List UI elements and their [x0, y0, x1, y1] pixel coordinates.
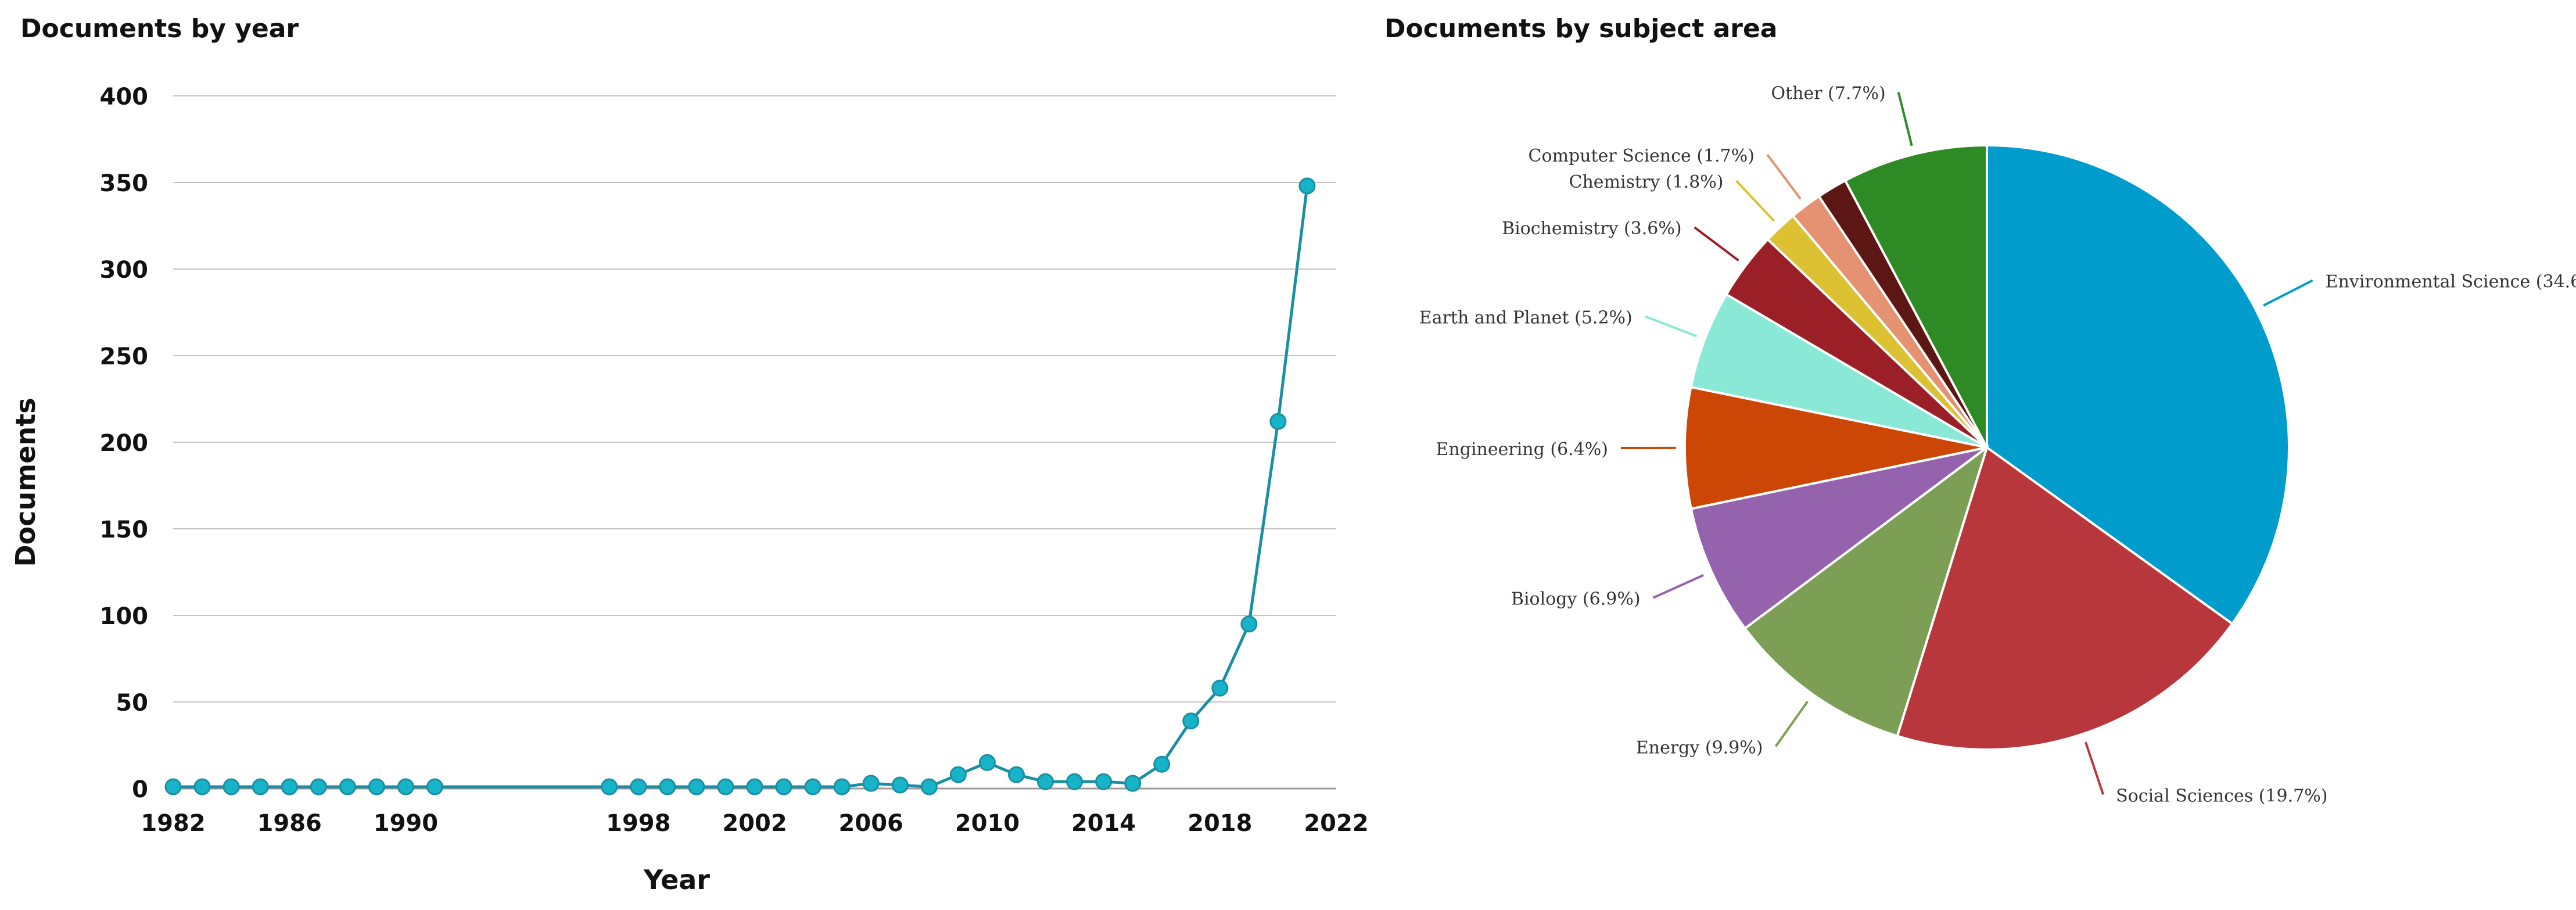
series-points	[164, 177, 1316, 796]
pie-labels: Environmental Science (34.6%) Social Scie…	[1419, 84, 2576, 807]
data-point	[1211, 679, 1229, 697]
data-point	[717, 778, 734, 796]
pie-leader-lines	[1620, 92, 2313, 795]
x-tick-label: 1986	[257, 810, 322, 837]
pie-slice-label: Earth and Planet (5.2%)	[1419, 307, 1633, 328]
data-point	[281, 778, 298, 796]
data-point	[1240, 615, 1258, 633]
y-tick-label: 250	[100, 343, 149, 370]
x-tick-label: 1998	[606, 810, 670, 837]
data-point	[659, 778, 676, 796]
data-point	[804, 778, 821, 796]
data-point	[891, 776, 909, 794]
data-point	[1124, 775, 1142, 792]
series-line	[173, 185, 1309, 789]
data-point	[223, 778, 240, 796]
data-point	[1066, 773, 1084, 790]
x-tick-labels: 1982 1986 1990 1998 2002 2006 2010 2014 2018 2022	[141, 810, 1368, 837]
x-tick-label: 1982	[141, 810, 205, 837]
data-point	[1095, 773, 1113, 790]
leader-line	[1897, 92, 1913, 146]
pie-slice	[1689, 446, 1988, 630]
data-point	[746, 778, 763, 796]
data-point	[949, 766, 967, 783]
pie-chart-title: Documents by subject area	[1384, 14, 1778, 44]
data-point	[833, 778, 851, 796]
leader-line	[1694, 226, 1739, 261]
data-point	[1037, 773, 1054, 790]
data-point	[397, 778, 414, 796]
line-chart-title: Documents by year	[20, 14, 299, 44]
pie-slice	[1689, 292, 1988, 449]
documents-by-subject-area-chart: Documents by subject area Environmental …	[1384, 14, 2576, 806]
leader-line	[2263, 279, 2313, 307]
x-tick-label: 1990	[374, 810, 438, 837]
y-gridlines	[173, 95, 1336, 790]
x-tick-label: 2014	[1071, 810, 1136, 837]
data-point	[310, 778, 327, 796]
data-point	[339, 778, 356, 796]
y-tick-label: 50	[116, 690, 148, 716]
x-tick-label: 2018	[1187, 810, 1252, 837]
pie-slice	[1683, 385, 1987, 510]
x-tick-label: 2002	[722, 810, 787, 837]
documents-by-year-chart: Documents by year 0 50 100 150 200 250 300 350 4…	[10, 14, 1369, 895]
data-point	[1269, 413, 1287, 430]
x-tick-label: 2006	[839, 810, 903, 837]
data-point	[1298, 177, 1316, 195]
data-point	[426, 778, 443, 796]
data-point	[920, 778, 938, 796]
data-point	[252, 778, 269, 796]
data-point	[1182, 712, 1200, 730]
leader-line	[1766, 153, 1802, 200]
leader-line	[1652, 574, 1705, 599]
pie-slice-label: Biochemistry (3.6%)	[1502, 218, 1682, 239]
data-point	[1007, 766, 1025, 783]
y-tick-label: 350	[100, 170, 149, 197]
pie-slice-label: Engineering (6.4%)	[1436, 439, 1608, 460]
data-point	[368, 778, 385, 796]
pie-slice-label: Social Sciences (19.7%)	[2116, 786, 2327, 806]
y-tick-label: 100	[100, 603, 149, 630]
data-point	[1153, 755, 1171, 773]
pie-slice	[1896, 445, 2234, 751]
pie-slice-label: Environmental Science (34.6%)	[2326, 271, 2576, 292]
pie-slice-label: Energy (9.9%)	[1636, 738, 1763, 758]
data-point	[630, 778, 647, 796]
y-axis-title: Documents	[10, 397, 41, 567]
x-tick-label: 2010	[955, 810, 1020, 837]
y-tick-label: 400	[100, 84, 149, 110]
leader-line	[1735, 180, 1775, 222]
pie-slices	[1683, 144, 2290, 751]
pie-slice-label: Other (7.7%)	[1771, 84, 1886, 104]
data-point	[193, 778, 211, 796]
data-point	[775, 778, 792, 796]
leader-line	[1774, 700, 1809, 747]
leader-line	[1645, 315, 1698, 338]
pie-slice-label: Computer Science (1.7%)	[1529, 146, 1755, 166]
data-point	[164, 778, 182, 796]
y-tick-label: 150	[100, 517, 149, 543]
pie-slice	[1743, 444, 1989, 738]
y-tick-label: 300	[100, 257, 149, 284]
y-tick-labels: 0 50 100 150 200 250 300 350 400	[100, 84, 149, 803]
y-tick-label: 200	[100, 430, 149, 457]
pie-slice-label: Biology (6.9%)	[1511, 589, 1641, 610]
data-point	[862, 775, 880, 792]
data-point	[601, 778, 618, 796]
leader-line	[2085, 741, 2105, 795]
x-tick-label: 2022	[1304, 810, 1368, 837]
data-point	[688, 778, 705, 796]
pie-slice-label: Chemistry (1.8%)	[1569, 172, 1724, 192]
pie-slice	[1843, 144, 1988, 448]
y-tick-label: 0	[132, 776, 148, 803]
x-axis-title: Year	[643, 864, 710, 895]
data-point	[978, 754, 996, 771]
pie-slice	[1986, 144, 2290, 626]
